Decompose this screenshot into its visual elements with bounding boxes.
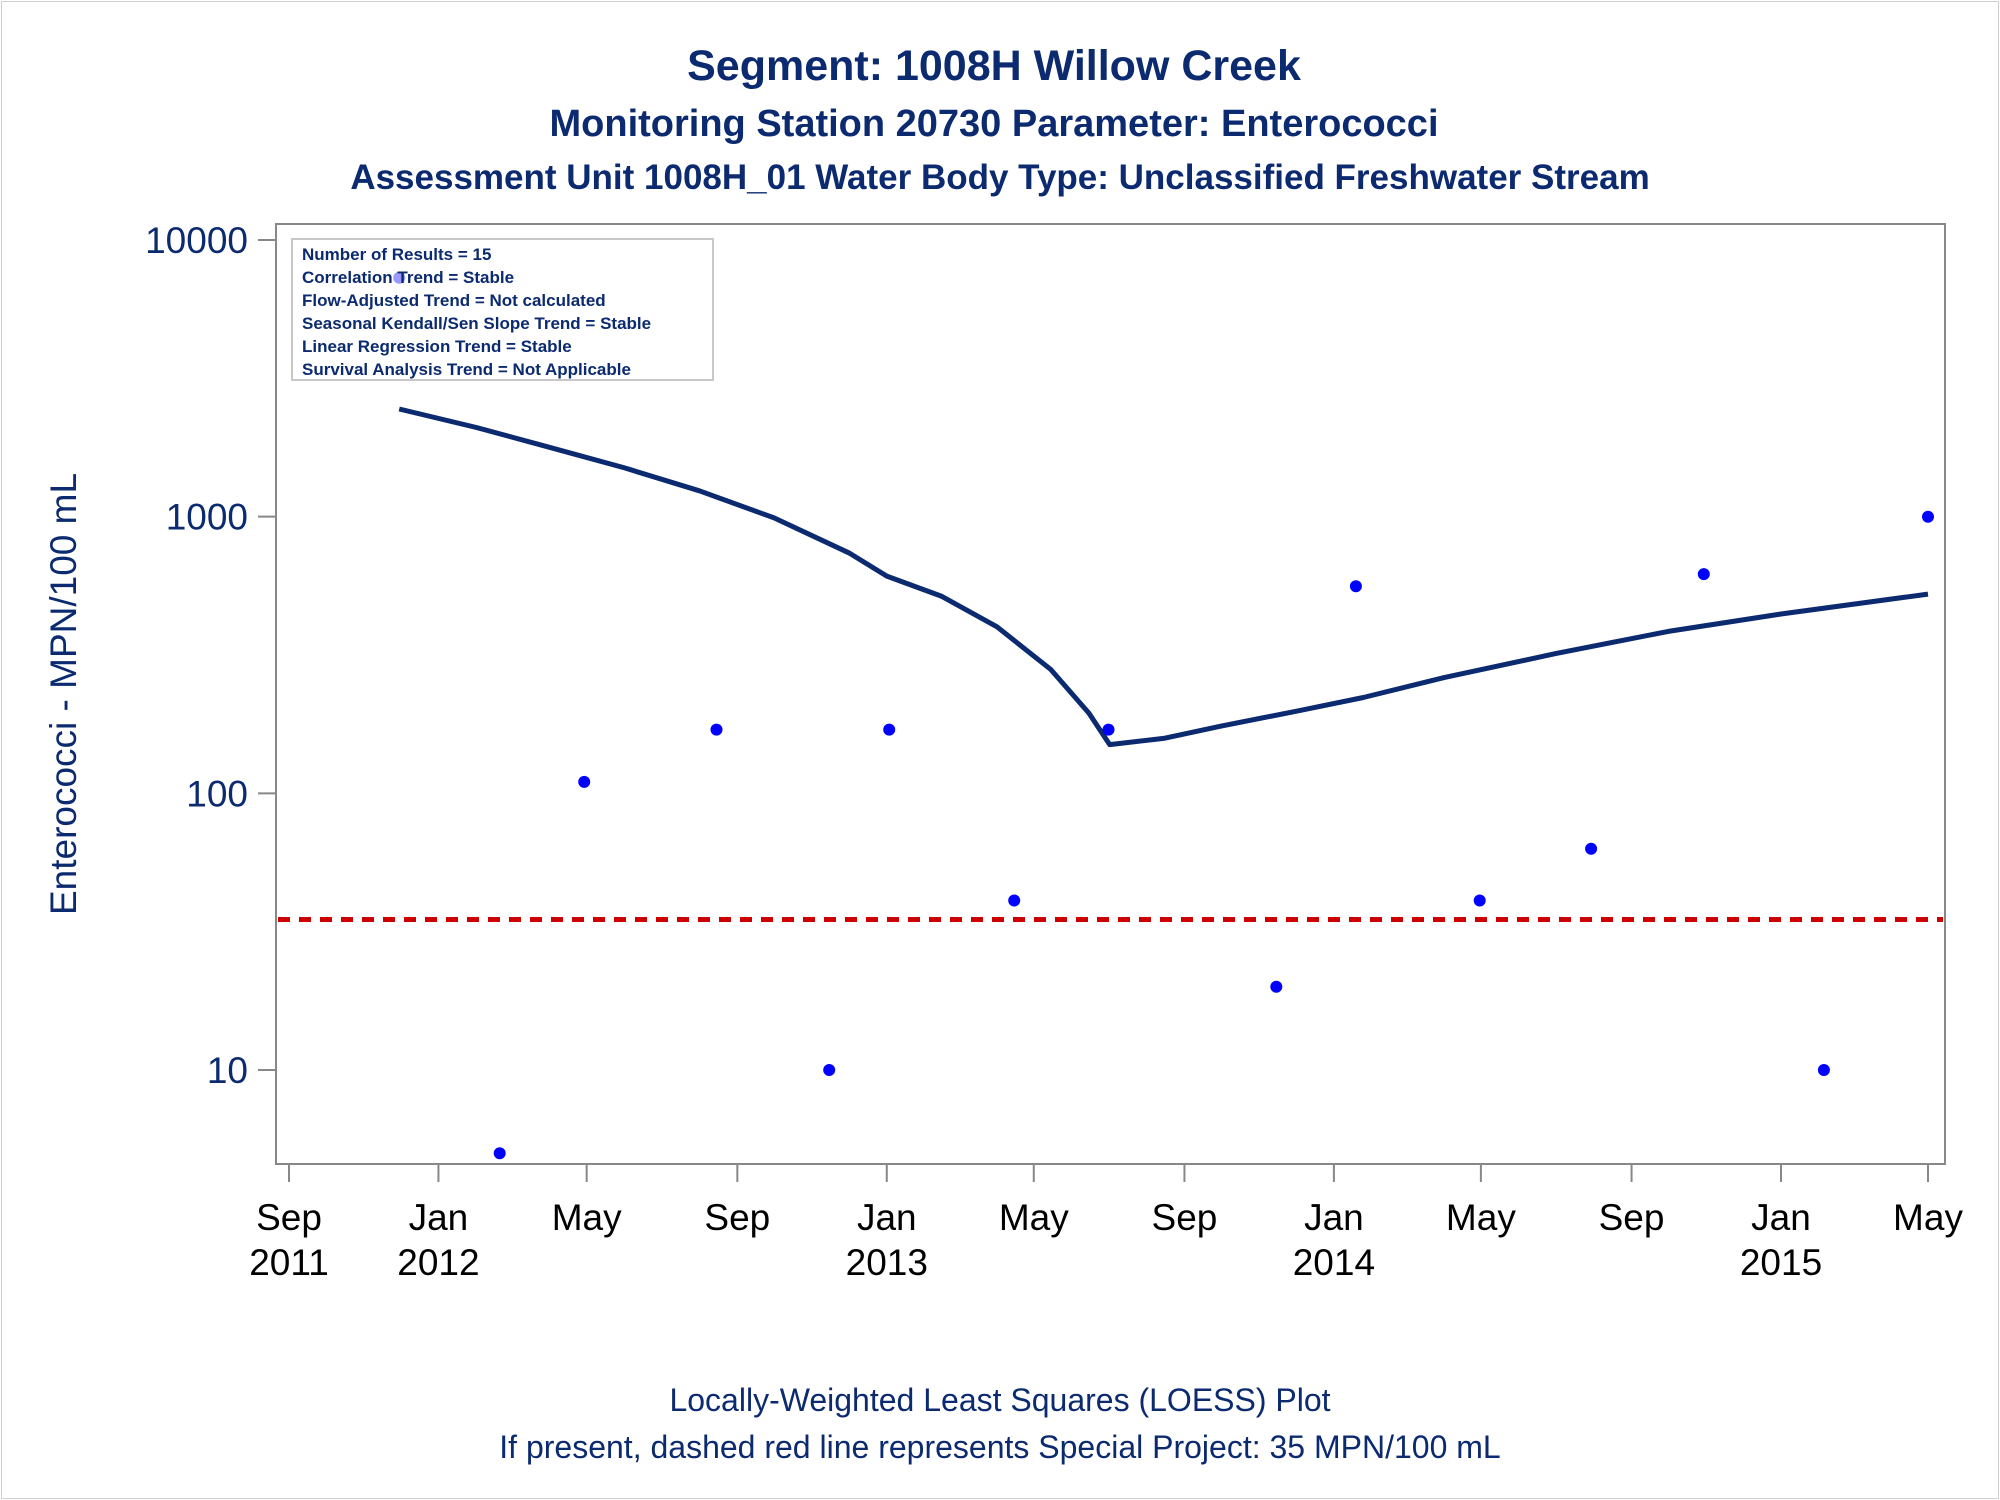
- x-tick-year-label: 2014: [1293, 1242, 1375, 1283]
- data-point: [1922, 510, 1934, 523]
- y-tick-label: 1000: [166, 497, 248, 538]
- data-point: [883, 723, 896, 736]
- data-point: [1349, 580, 1362, 593]
- legend-item: Survival Analysis Trend = Not Applicable: [302, 360, 631, 379]
- x-tick-year-label: 2012: [397, 1242, 479, 1283]
- x-tick-label: Jan: [409, 1197, 469, 1238]
- legend-item: Correlation Trend = Stable: [302, 268, 514, 287]
- chart-title: Segment: 1008H Willow Creek: [687, 42, 1301, 90]
- data-point: [1697, 568, 1710, 581]
- legend-item: Seasonal Kendall/Sen Slope Trend = Stabl…: [302, 314, 651, 333]
- y-axis-label: Enterococci - MPN/100 mL: [43, 473, 84, 915]
- data-point: [1473, 894, 1486, 907]
- x-tick-label: Sep: [704, 1197, 770, 1238]
- y-axis: 10 100 1000 10000: [145, 220, 276, 1091]
- trend-legend: Number of Results = 15 Correlation Trend…: [291, 238, 714, 381]
- data-point: [1585, 842, 1598, 855]
- x-tick-label: Jan: [1304, 1197, 1364, 1238]
- x-tick-year-label: 2013: [846, 1242, 928, 1283]
- legend-item: Flow-Adjusted Trend = Not calculated: [302, 291, 606, 310]
- data-point: [1008, 894, 1021, 907]
- x-tick-label: Jan: [857, 1197, 917, 1238]
- x-tick-year-label: 2015: [1740, 1242, 1822, 1283]
- loess-line: [398, 406, 1929, 748]
- data-point: [823, 1064, 836, 1076]
- footnote-reference: If present, dashed red line represents S…: [499, 1429, 1500, 1465]
- data-point: [493, 1147, 506, 1160]
- x-tick-label: May: [999, 1197, 1069, 1238]
- y-tick-label: 10: [207, 1050, 248, 1091]
- data-point: [1270, 980, 1283, 993]
- x-tick-label: Sep: [1599, 1197, 1665, 1238]
- y-tick-label: 100: [186, 773, 248, 814]
- loess-curve: [398, 406, 1929, 748]
- x-tick-label: Sep: [256, 1197, 322, 1238]
- plot-area: [275, 223, 1946, 1165]
- y-tick-label: 10000: [145, 220, 248, 261]
- chart-subtitle-station: Monitoring Station 20730 Parameter: Ente…: [549, 103, 1438, 145]
- x-tick-label: Jan: [1751, 1197, 1811, 1238]
- data-points: [393, 271, 1934, 1160]
- legend-item: Linear Regression Trend = Stable: [302, 337, 572, 356]
- data-point: [1102, 723, 1115, 736]
- footnote-loess: Locally-Weighted Least Squares (LOESS) P…: [669, 1382, 1330, 1418]
- chart-subtitle-assessment: Assessment Unit 1008H_01 Water Body Type…: [350, 158, 1649, 197]
- x-tick-year-label: 2011: [249, 1242, 329, 1283]
- x-tick-label: May: [552, 1197, 622, 1238]
- x-tick-label: May: [1446, 1197, 1516, 1238]
- x-tick-label: May: [1893, 1197, 1963, 1238]
- data-point: [1817, 1064, 1830, 1076]
- data-point: [710, 723, 723, 736]
- legend-item: Number of Results = 15: [302, 245, 491, 264]
- x-tick-label: Sep: [1152, 1197, 1218, 1238]
- data-point: [578, 775, 591, 788]
- legend-box: [291, 238, 714, 381]
